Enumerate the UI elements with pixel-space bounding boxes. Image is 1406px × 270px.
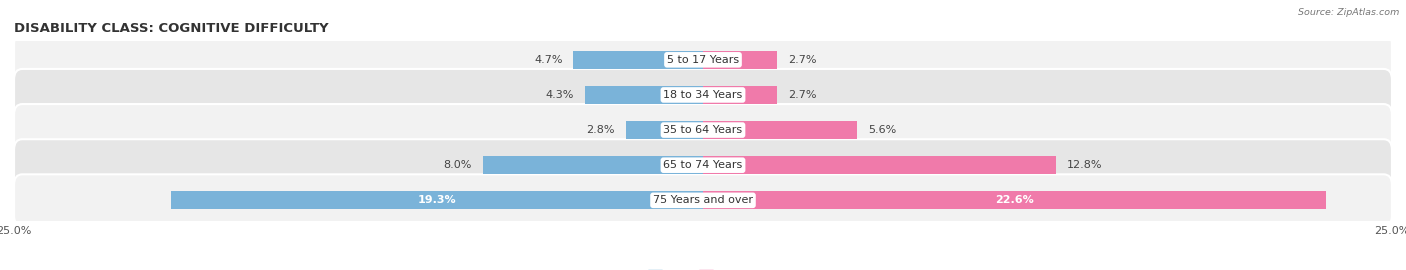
Bar: [626, 121, 703, 139]
FancyBboxPatch shape: [14, 139, 1392, 191]
Bar: [172, 191, 703, 210]
Text: 18 to 34 Years: 18 to 34 Years: [664, 90, 742, 100]
Bar: [574, 51, 703, 69]
Text: 12.8%: 12.8%: [1067, 160, 1102, 170]
Text: 5 to 17 Years: 5 to 17 Years: [666, 55, 740, 65]
FancyBboxPatch shape: [14, 174, 1392, 226]
Text: 2.7%: 2.7%: [789, 90, 817, 100]
Bar: [482, 156, 703, 174]
Bar: [703, 191, 1326, 210]
Text: 4.3%: 4.3%: [546, 90, 574, 100]
Text: 4.7%: 4.7%: [534, 55, 562, 65]
Bar: [703, 121, 858, 139]
Text: 22.6%: 22.6%: [995, 195, 1033, 205]
Bar: [585, 86, 703, 104]
Text: 2.7%: 2.7%: [789, 55, 817, 65]
Bar: [703, 86, 778, 104]
FancyBboxPatch shape: [14, 69, 1392, 121]
FancyBboxPatch shape: [14, 104, 1392, 156]
Legend: Male, Female: Male, Female: [644, 265, 762, 270]
Text: Source: ZipAtlas.com: Source: ZipAtlas.com: [1298, 8, 1399, 17]
Text: 5.6%: 5.6%: [869, 125, 897, 135]
Text: DISABILITY CLASS: COGNITIVE DIFFICULTY: DISABILITY CLASS: COGNITIVE DIFFICULTY: [14, 22, 329, 35]
Text: 8.0%: 8.0%: [443, 160, 471, 170]
FancyBboxPatch shape: [14, 34, 1392, 86]
Text: 19.3%: 19.3%: [418, 195, 457, 205]
Text: 75 Years and over: 75 Years and over: [652, 195, 754, 205]
Text: 65 to 74 Years: 65 to 74 Years: [664, 160, 742, 170]
Bar: [703, 156, 1056, 174]
Text: 35 to 64 Years: 35 to 64 Years: [664, 125, 742, 135]
Bar: [703, 51, 778, 69]
Text: 2.8%: 2.8%: [586, 125, 614, 135]
